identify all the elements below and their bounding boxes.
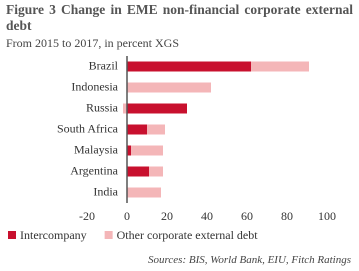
- y-tick-label: Brazil: [89, 58, 119, 72]
- y-tick-label: Malaysia: [74, 142, 119, 156]
- bar: [127, 124, 147, 135]
- bar: [127, 166, 149, 177]
- legend-swatch: [8, 231, 16, 239]
- bar: [127, 61, 251, 72]
- y-tick-label: Russia: [86, 100, 119, 114]
- x-tick-label: 80: [281, 209, 293, 223]
- chart-title: Figure 3 Change in EME non-financial cor…: [6, 2, 353, 33]
- chart: -20 0 20 40 60 80 100 Brazil Indonesia Russia Sout…: [8, 56, 336, 242]
- bar: [127, 103, 187, 114]
- bar: [147, 124, 165, 135]
- bar: [131, 145, 163, 156]
- x-tick-label: 60: [241, 209, 253, 223]
- chart-subtitle: From 2015 to 2017, in percent XGS: [6, 36, 179, 50]
- bar: [127, 82, 211, 93]
- y-tick-label: Argentina: [70, 163, 118, 177]
- y-tick-label: Indonesia: [71, 79, 118, 93]
- source-note: Sources: BIS, World Bank, EIU, Fitch Rat…: [148, 254, 351, 266]
- bar: [149, 166, 163, 177]
- x-tick-label: 0: [124, 209, 130, 223]
- y-tick-label: India: [93, 184, 118, 198]
- x-tick-label: 100: [318, 209, 336, 223]
- y-tick-label: South Africa: [57, 121, 119, 135]
- bar: [127, 145, 131, 156]
- legend-swatch: [104, 231, 113, 239]
- legend-label: Intercompany: [20, 228, 87, 242]
- bar: [123, 103, 127, 114]
- bar: [127, 187, 161, 198]
- x-tick-label: 40: [201, 209, 213, 223]
- x-tick-label: 20: [161, 209, 173, 223]
- legend-label: Other corporate external debt: [117, 228, 259, 242]
- x-tick-label: -20: [79, 209, 95, 223]
- bar: [251, 61, 309, 72]
